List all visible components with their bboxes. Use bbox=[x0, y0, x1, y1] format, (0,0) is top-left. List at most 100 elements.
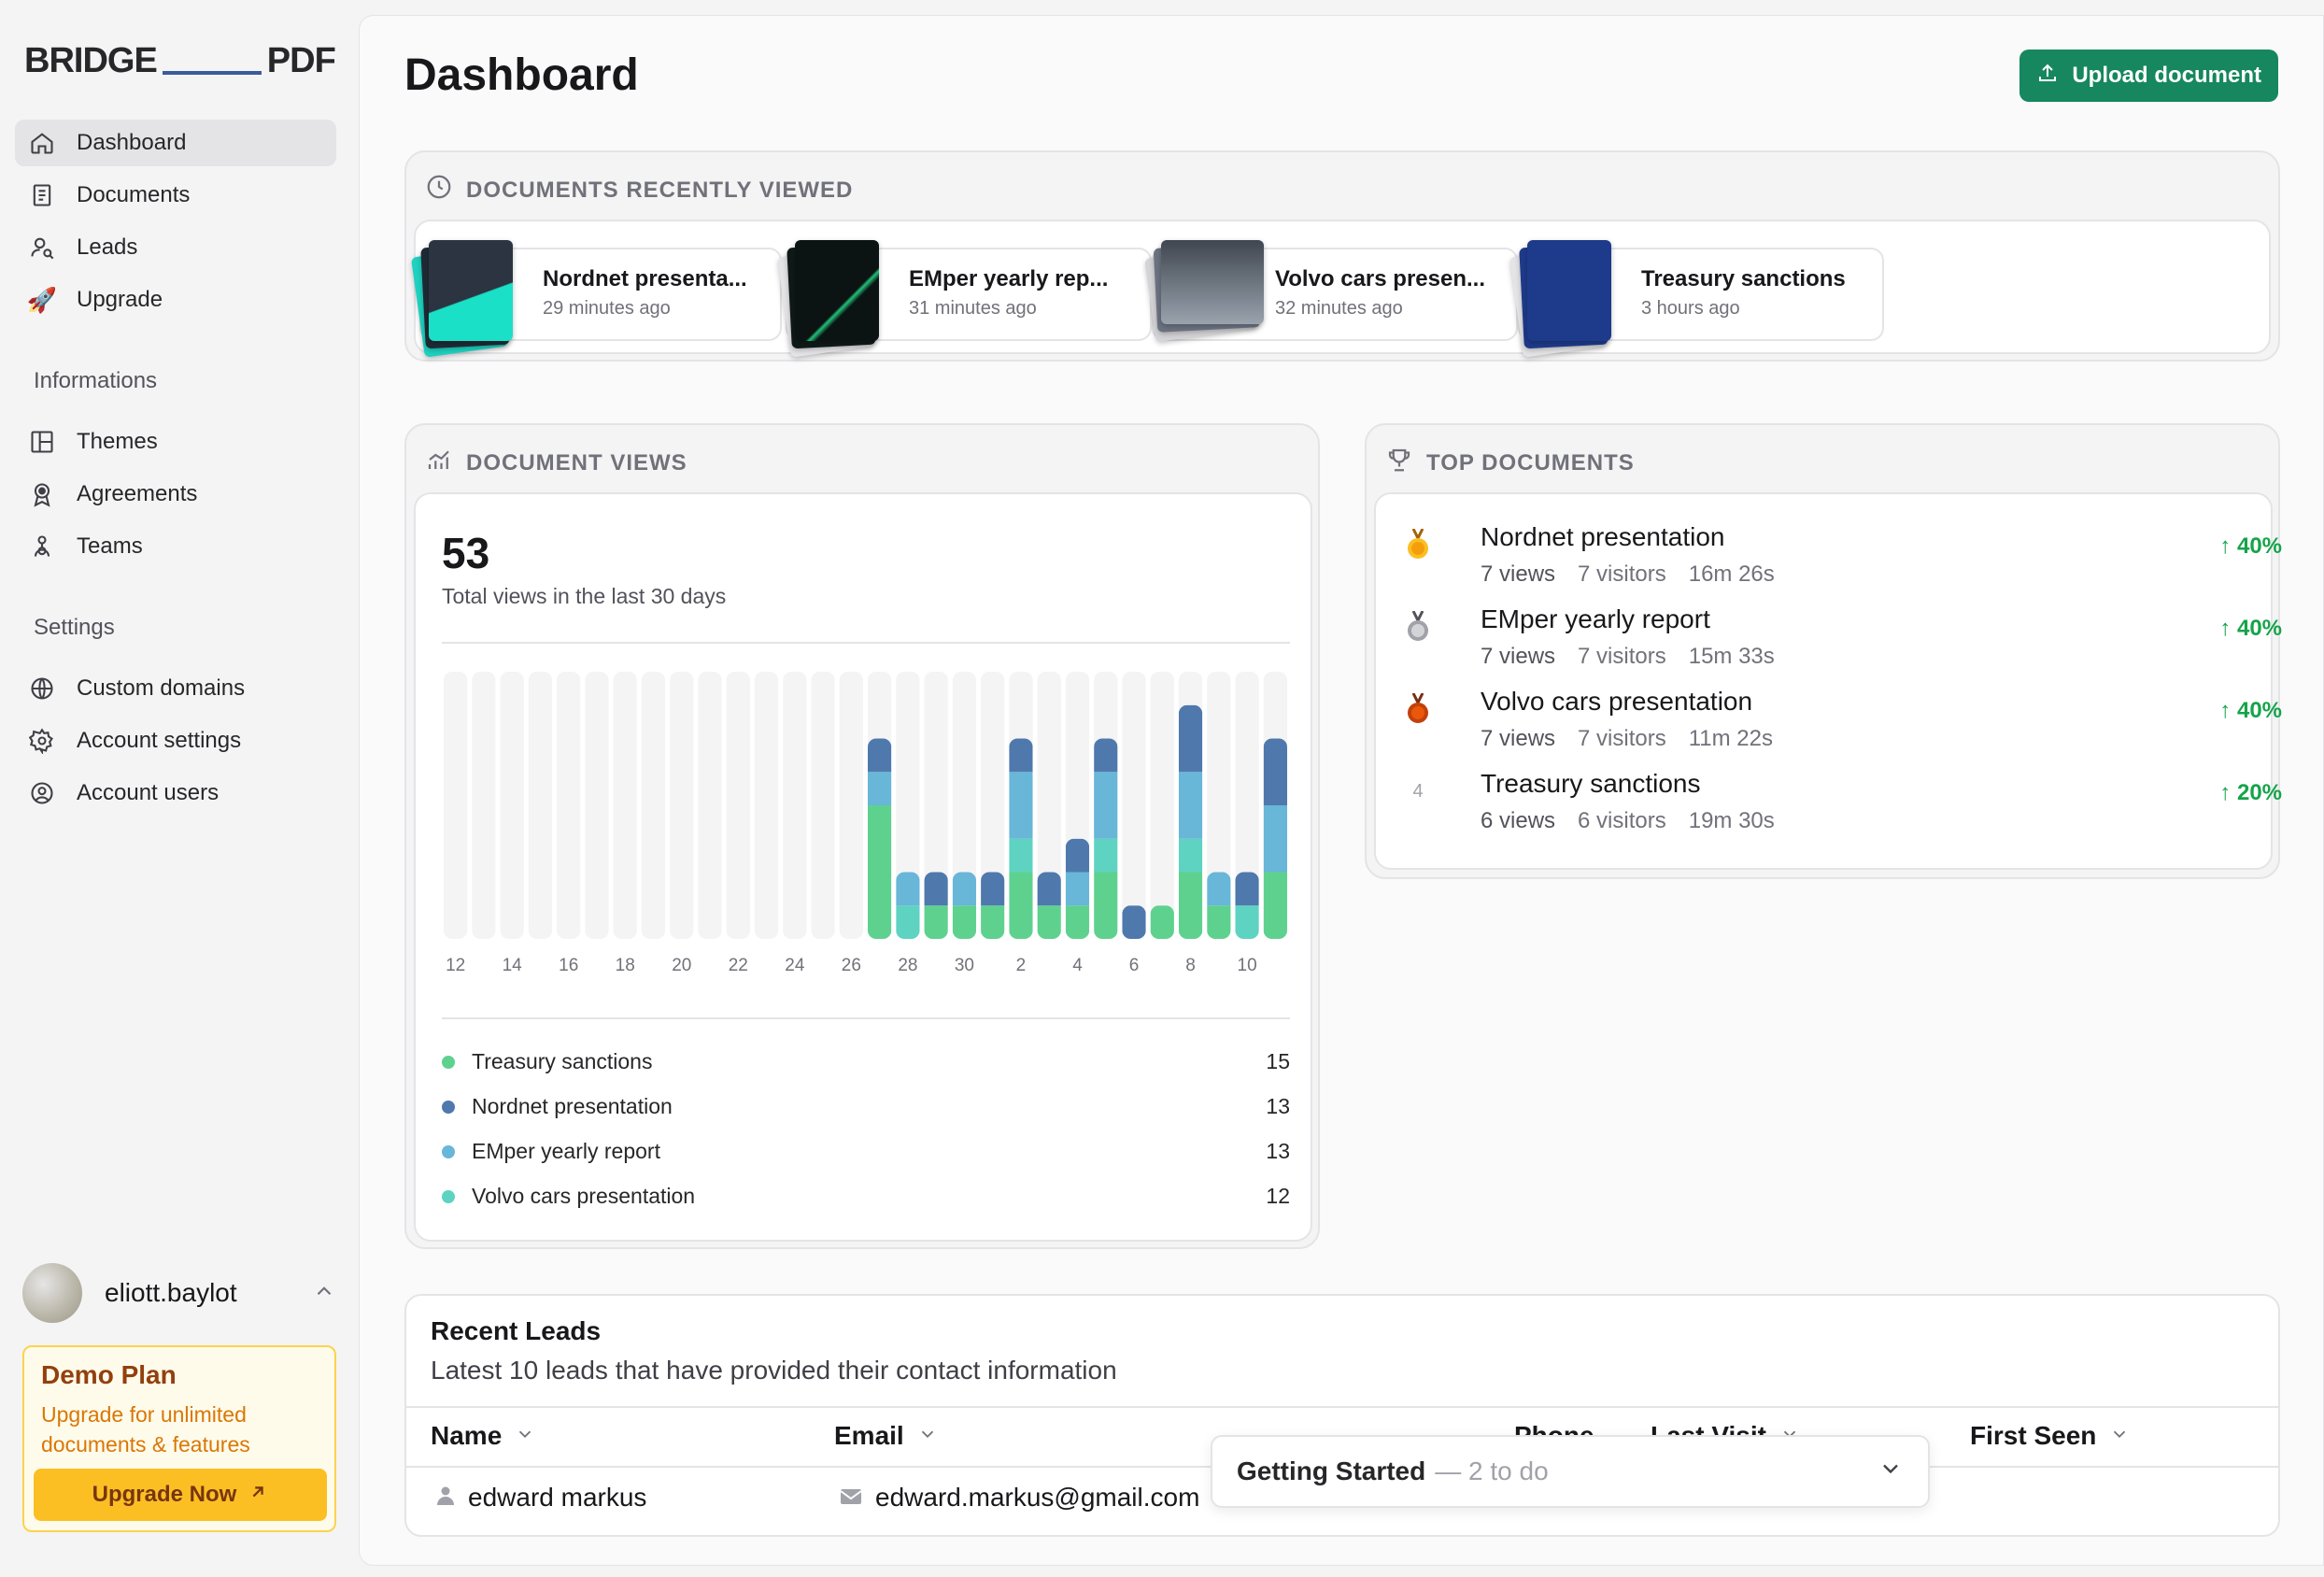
divider bbox=[442, 1017, 1290, 1019]
lead-email-cell[interactable]: edward.markus@gmail.com bbox=[840, 1483, 1199, 1513]
bar-segment[interactable] bbox=[1009, 872, 1033, 940]
bar-segment[interactable] bbox=[1065, 838, 1090, 873]
nav-account-users[interactable]: Account users bbox=[15, 770, 336, 817]
nav-dashboard[interactable]: Dashboard bbox=[15, 120, 336, 166]
bar-segment[interactable] bbox=[1009, 838, 1033, 873]
nav-themes[interactable]: Themes bbox=[15, 419, 336, 465]
bar-segment[interactable] bbox=[1094, 738, 1118, 773]
brand-logo[interactable]: BRIDGE PDF bbox=[24, 41, 336, 81]
bar-segment[interactable] bbox=[1065, 905, 1090, 939]
x-tick-label: 14 bbox=[503, 956, 523, 975]
nav-custom-domains[interactable]: Custom domains bbox=[15, 665, 336, 712]
recent-doc-name: Treasury sanctions bbox=[1641, 266, 1846, 291]
top-documents-list: Nordnet presentation 7 views 7 visitors … bbox=[1374, 492, 2282, 870]
bar-segment[interactable] bbox=[1009, 772, 1033, 839]
bar-track bbox=[924, 672, 948, 939]
recent-doc-item[interactable]: EMper yearly rep... 31 minutes ago bbox=[776, 240, 1152, 358]
avatar bbox=[22, 1263, 82, 1323]
bar-segment[interactable] bbox=[1263, 805, 1287, 873]
bar-segment[interactable] bbox=[1263, 738, 1287, 806]
bar-segment[interactable] bbox=[1263, 872, 1287, 940]
bronze-medal-icon bbox=[1404, 692, 1432, 726]
column-name[interactable]: Name bbox=[431, 1421, 535, 1451]
getting-started-panel[interactable]: Getting Started — 2 to do bbox=[1211, 1435, 1930, 1508]
recent-doc-time: 3 hours ago bbox=[1641, 298, 1740, 319]
nav-agreements[interactable]: Agreements bbox=[15, 471, 336, 518]
upgrade-now-button[interactable]: Upgrade Now bbox=[34, 1469, 327, 1521]
bar-segment[interactable] bbox=[1094, 772, 1118, 839]
column-email[interactable]: Email bbox=[834, 1421, 938, 1451]
nav-leads[interactable]: Leads bbox=[15, 224, 336, 271]
top-doc-views: 6 views bbox=[1481, 808, 1556, 833]
demo-plan-title: Demo Plan bbox=[41, 1360, 177, 1389]
bar-segment[interactable] bbox=[868, 805, 892, 939]
top-doc-time: 16m 26s bbox=[1688, 561, 1775, 587]
nav-documents[interactable]: Documents bbox=[15, 172, 336, 219]
views-bar-chart: 12 14 16 18 20 22 24 26 28 30 2 4 6 8 10 bbox=[444, 672, 1287, 975]
top-documents-card: TOP DOCUMENTS Nordnet presentation 7 vie… bbox=[1365, 423, 2282, 879]
nav-account-settings[interactable]: Account settings bbox=[15, 717, 336, 764]
legend-dot bbox=[442, 1144, 455, 1158]
bar-track bbox=[754, 672, 779, 939]
bar-segment[interactable] bbox=[1178, 772, 1203, 839]
nav-upgrade[interactable]: 🚀 Upgrade bbox=[15, 277, 336, 323]
bar-segment[interactable] bbox=[1178, 704, 1203, 773]
recent-doc-name: EMper yearly rep... bbox=[909, 266, 1109, 291]
top-document-row[interactable]: EMper yearly report 7 views 7 visitors 1… bbox=[1404, 604, 2282, 679]
bar-segment[interactable] bbox=[981, 905, 1005, 939]
user-circle-icon bbox=[26, 777, 58, 809]
bar-segment[interactable] bbox=[1094, 872, 1118, 940]
bar-segment[interactable] bbox=[1207, 872, 1231, 906]
bar-segment[interactable] bbox=[896, 872, 920, 906]
brand-right: PDF bbox=[266, 41, 336, 80]
bar-segment[interactable] bbox=[952, 905, 977, 939]
user-menu[interactable]: eliott.baylot bbox=[22, 1263, 336, 1323]
nav-teams[interactable]: Teams bbox=[15, 523, 336, 570]
chevron-down-icon bbox=[2109, 1421, 2130, 1451]
bar-segment[interactable] bbox=[1150, 905, 1174, 939]
recent-doc-item[interactable]: Treasury sanctions 3 hours ago bbox=[1509, 240, 1884, 358]
bar-segment[interactable] bbox=[1009, 738, 1033, 773]
bar-segment[interactable] bbox=[1122, 905, 1146, 939]
top-document-row[interactable]: Volvo cars presentation 7 views 7 visito… bbox=[1404, 687, 2282, 761]
bar-segment[interactable] bbox=[924, 905, 948, 939]
recent-doc-item[interactable]: Volvo cars presen... 32 minutes ago bbox=[1144, 240, 1518, 343]
brand-left: BRIDGE bbox=[24, 41, 158, 80]
recent-doc-item[interactable]: Nordnet presenta... 29 minutes ago bbox=[410, 240, 782, 358]
bar-track bbox=[952, 672, 977, 939]
doc-thumbnail bbox=[410, 236, 515, 358]
bar-segment[interactable] bbox=[1235, 872, 1259, 906]
top-document-row[interactable]: Nordnet presentation 7 views 7 visitors … bbox=[1404, 522, 2282, 597]
bar-segment[interactable] bbox=[952, 872, 977, 906]
bar-segment[interactable] bbox=[896, 905, 920, 939]
legend-value: 13 bbox=[1266, 1139, 1290, 1163]
bar-segment[interactable] bbox=[1207, 905, 1231, 939]
bar-segment[interactable] bbox=[1178, 838, 1203, 873]
bar-segment[interactable] bbox=[1065, 872, 1090, 906]
column-first-seen[interactable]: First Seen bbox=[1970, 1421, 2130, 1451]
bar-segment[interactable] bbox=[1235, 905, 1259, 939]
divider bbox=[442, 642, 1290, 644]
bar-segment[interactable] bbox=[868, 772, 892, 805]
bar-segment[interactable] bbox=[924, 872, 948, 906]
bar-segment[interactable] bbox=[868, 738, 892, 773]
upload-document-button[interactable]: Upload document bbox=[2019, 50, 2278, 102]
chevron-down-icon bbox=[917, 1421, 938, 1451]
bar-track bbox=[613, 672, 637, 939]
bar-segment[interactable] bbox=[1037, 872, 1061, 906]
trophy-icon bbox=[1385, 446, 1413, 480]
top-doc-time: 19m 30s bbox=[1688, 808, 1775, 833]
bar-segment[interactable] bbox=[981, 872, 1005, 906]
top-doc-views: 7 views bbox=[1481, 644, 1556, 669]
recent-leads-description: Latest 10 leads that have provided their… bbox=[431, 1356, 1117, 1385]
bar-segment[interactable] bbox=[1094, 838, 1118, 873]
bar-segment[interactable] bbox=[1037, 905, 1061, 939]
recent-doc-time: 29 minutes ago bbox=[543, 298, 671, 319]
lead-name-cell[interactable]: edward markus bbox=[436, 1483, 646, 1513]
top-document-row[interactable]: 4 Treasury sanctions 6 views 6 visitors … bbox=[1404, 769, 2282, 844]
top-doc-views: 7 views bbox=[1481, 561, 1556, 587]
bar-segment[interactable] bbox=[1178, 872, 1203, 940]
bar-track bbox=[500, 672, 524, 939]
legend-item: Volvo cars presentation 12 bbox=[442, 1184, 1290, 1209]
nav-label: Leads bbox=[77, 234, 138, 260]
